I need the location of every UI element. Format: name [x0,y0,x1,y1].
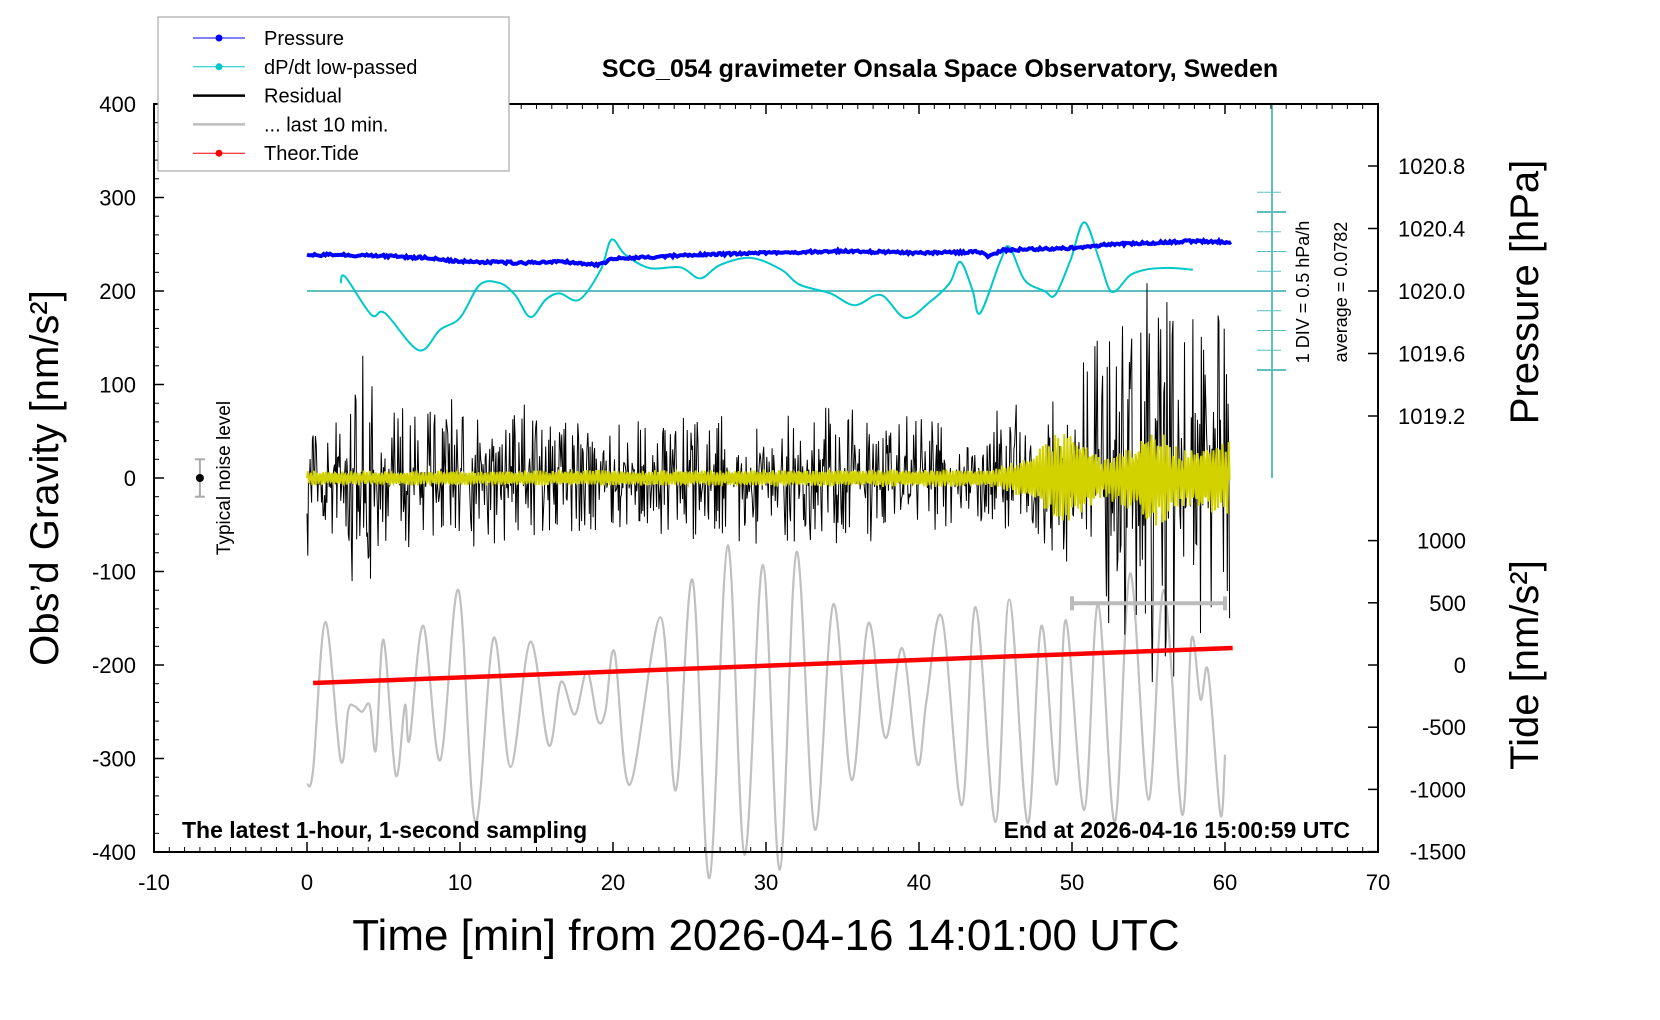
tide-tick-label: 500 [1429,591,1466,616]
noise-level-dot [195,474,204,482]
x-tick-label: 0 [301,870,313,895]
tide-tick-label: -500 [1422,715,1466,740]
tide-tick-label: 0 [1454,653,1466,678]
pressure-tick-label: 1020.4 [1398,217,1465,242]
x-tick-label: 60 [1213,870,1237,895]
legend-entry: Pressure [193,28,344,50]
x-tick-label: 10 [448,870,472,895]
axes-layer: -10 0 10 20 30 40 50 60 704003002001000-100-200-… [92,92,1466,895]
tide-axis-label: Tide [nm/s²] [1503,560,1547,770]
legend-entry: Theor.Tide [193,143,359,165]
y-tick-label: -400 [92,840,136,865]
legend-entry: dP/dt low-passed [193,57,417,79]
x-tick-label: 30 [754,870,778,895]
sampling-note: The latest 1-hour, 1-second sampling [182,817,587,843]
x-tick-label: 40 [907,870,931,895]
y-tick-label: 300 [99,186,136,211]
legend-swatch-dot [215,34,223,42]
tide-tick-label: -1500 [1410,840,1466,865]
x-tick-label: 50 [1060,870,1084,895]
legend-label: Residual [264,86,342,108]
x-tick-label: 70 [1366,870,1390,895]
legend-swatch-dot [215,63,223,71]
legend-entry: ... last 10 min. [193,114,389,136]
legend-swatch-dot [215,149,223,157]
average-label: average = 0.0782 [1331,222,1351,363]
legend-box [157,16,510,172]
div-scale-label: 1 DIV = 0.5 hPa/h [1293,221,1313,364]
legend-label: Pressure [264,28,344,50]
pressure-tick-label: 1019.2 [1398,404,1465,429]
series-layer [194,221,1233,880]
legend-label: dP/dt low-passed [264,57,417,79]
x-axis-label: Time [min] from 2026-04-16 14:01:00 UTC [352,911,1179,960]
residual-filtered-line [306,434,1231,526]
tide-tick-label: -1000 [1410,777,1466,802]
y-tick-label: 0 [124,466,136,491]
x-tick-label: 20 [601,870,625,895]
legend-label: ... last 10 min. [264,114,389,136]
theor-tide-line [313,645,1233,686]
pressure-tick-label: 1020.8 [1398,154,1465,179]
legend: Pressure dP/dt low-passed Residual ... last… [157,16,510,172]
y-tick-label: 200 [99,279,136,304]
y-tick-label: -100 [92,560,136,585]
y-tick-label: -300 [92,747,136,772]
pressure-line [306,236,1233,269]
pressure-tick-label: 1020.0 [1398,279,1465,304]
y-axis-label: Obs’d Gravity [nm/s²] [23,290,67,666]
pressure-tick-label: 1019.6 [1398,342,1465,367]
end-time-note: End at 2026-04-16 15:00:59 UTC [1004,817,1350,843]
legend-entry: Residual [193,86,342,108]
pressure-axis-label: Pressure [hPa] [1503,160,1547,425]
dpdt-line [339,221,1193,352]
plot-background-layer [307,104,1286,478]
y-tick-label: -200 [92,653,136,678]
y-tick-label: 100 [99,373,136,398]
y-tick-label: 400 [99,92,136,117]
legend-label: Theor.Tide [264,143,359,165]
chart-title: SCG_054 gravimeter Onsala Space Observat… [602,55,1278,83]
noise-level-label: Typical noise level [214,401,235,555]
x-tick-label: -10 [138,870,170,895]
tide-tick-label: 1000 [1417,529,1466,554]
